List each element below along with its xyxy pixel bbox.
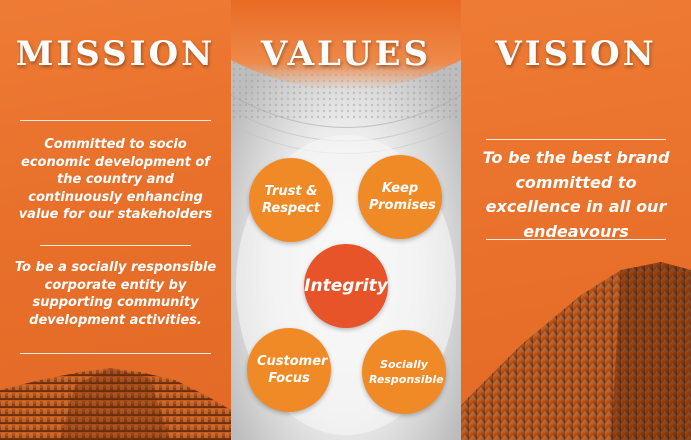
value-label: Customer Focus xyxy=(257,354,328,386)
mission-text-2: To be a socially responsible corporate e… xyxy=(14,260,217,328)
building-image-right xyxy=(461,262,691,440)
value-label: Socially Responsible xyxy=(369,358,444,386)
value-label: Integrity xyxy=(304,276,388,296)
divider xyxy=(20,120,211,121)
value-integrity: Integrity xyxy=(304,244,388,328)
values-title: VALUES xyxy=(260,34,432,74)
mission-title: MISSION xyxy=(15,34,216,74)
building-image-left xyxy=(0,368,231,440)
vision-panel: VISION To be the best brand committed to… xyxy=(461,0,691,440)
value-keep-promises: Keep Promises xyxy=(358,155,442,239)
values-panel: VALUES Trust & Respect Keep Promises Int… xyxy=(231,0,461,440)
value-socially-responsible: Socially Responsible xyxy=(362,330,446,414)
divider xyxy=(486,139,666,140)
vision-title: VISION xyxy=(495,34,657,74)
divider xyxy=(486,239,666,240)
value-customer-focus: Customer Focus xyxy=(247,328,331,412)
value-trust-respect: Trust & Respect xyxy=(249,158,333,242)
divider xyxy=(40,245,191,246)
value-label: Trust & Respect xyxy=(262,184,320,216)
value-label: Keep Promises xyxy=(369,181,436,213)
mission-panel: MISSION Committed to socio economic deve… xyxy=(0,0,231,440)
mission-text-1: Committed to socio economic development … xyxy=(18,137,213,222)
vision-text: To be the best brand committed to excell… xyxy=(482,148,670,241)
divider xyxy=(20,353,211,354)
